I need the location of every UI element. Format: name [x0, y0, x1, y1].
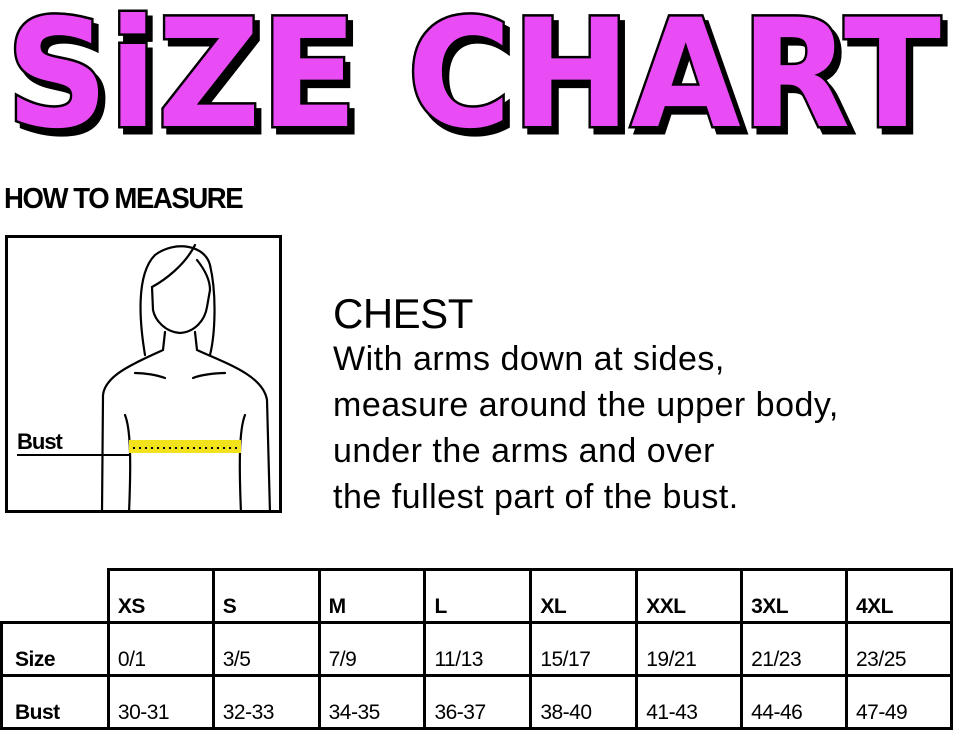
title-text: SiZE CHART [6, 0, 941, 140]
measuring-tape [129, 440, 241, 453]
row-label: Bust [0, 674, 110, 730]
size-table: XS S M L XL XXL 3XL 4XL Size 0/1 3/5 7/9… [0, 568, 953, 730]
table-cell: 44-46 [740, 674, 848, 730]
table-cell: 3/5 [211, 621, 321, 677]
table-row: Size 0/1 3/5 7/9 11/13 15/17 19/21 21/23… [0, 621, 953, 677]
how-to-measure-heading: HOW TO MEASURE [4, 183, 244, 215]
table-cell: 19/21 [635, 621, 744, 677]
chest-instruction-line: With arms down at sides, [333, 340, 725, 378]
table-row: Bust 30-31 32-33 34-35 36-37 38-40 41-43… [0, 674, 953, 730]
row-label: Size [0, 621, 110, 677]
table-cell: 34-35 [317, 674, 427, 730]
table-cell: 38-40 [529, 674, 639, 730]
chest-instruction-line: under the arms and over [333, 432, 715, 470]
table-corner [1, 569, 109, 624]
chest-instruction-line: the fullest part of the bust. [333, 478, 739, 516]
bust-measure-illustration: Bust [5, 235, 282, 513]
column-header: XXL [635, 568, 744, 624]
column-header: L [423, 568, 533, 624]
table-cell: 32-33 [211, 674, 321, 730]
size-chart-title: SiZE CHART [4, 0, 944, 140]
table-cell: 7/9 [317, 621, 427, 677]
table-cell: 0/1 [106, 621, 215, 677]
table-cell: 11/13 [423, 621, 533, 677]
chest-instruction-line: measure around the upper body, [333, 386, 839, 424]
table-cell: 47-49 [845, 674, 953, 730]
table-cell: 21/23 [740, 621, 848, 677]
column-header: 4XL [845, 568, 953, 624]
column-header: M [317, 568, 427, 624]
chest-heading: CHEST [333, 290, 473, 337]
column-header: XL [529, 568, 639, 624]
table-cell: 36-37 [423, 674, 533, 730]
table-header-row: XS S M L XL XXL 3XL 4XL [1, 568, 953, 624]
bust-label: Bust [17, 429, 64, 454]
table-cell: 30-31 [106, 674, 215, 730]
column-header: S [211, 568, 321, 624]
table-cell: 23/25 [845, 621, 953, 677]
column-header: 3XL [740, 568, 848, 624]
column-header: XS [106, 568, 215, 624]
table-cell: 41-43 [635, 674, 744, 730]
table-cell: 15/17 [529, 621, 639, 677]
